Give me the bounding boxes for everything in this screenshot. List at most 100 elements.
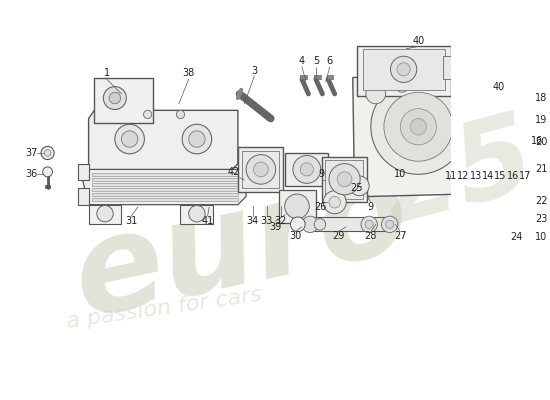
Text: 16: 16 xyxy=(507,171,519,181)
Circle shape xyxy=(491,151,527,188)
Circle shape xyxy=(254,162,268,177)
Circle shape xyxy=(397,63,410,76)
Circle shape xyxy=(498,131,519,152)
Circle shape xyxy=(500,192,517,209)
Polygon shape xyxy=(89,110,238,172)
Text: 25: 25 xyxy=(369,104,546,248)
Text: 17: 17 xyxy=(519,171,531,181)
Text: 16: 16 xyxy=(531,136,543,146)
Bar xyxy=(92,173,238,176)
Bar xyxy=(525,95,529,101)
Text: 10: 10 xyxy=(535,232,548,242)
Circle shape xyxy=(483,224,498,239)
Bar xyxy=(322,157,367,202)
Text: 40: 40 xyxy=(412,36,425,46)
Text: 40: 40 xyxy=(493,82,505,92)
Bar xyxy=(92,183,238,186)
Circle shape xyxy=(97,206,113,222)
Circle shape xyxy=(177,110,185,118)
Text: 14: 14 xyxy=(482,171,494,181)
Circle shape xyxy=(329,164,360,195)
Circle shape xyxy=(115,124,145,154)
Text: 28: 28 xyxy=(365,231,377,241)
Bar xyxy=(92,188,238,191)
Circle shape xyxy=(285,194,309,219)
Text: 4: 4 xyxy=(299,56,305,66)
Bar xyxy=(95,78,153,123)
Circle shape xyxy=(329,196,340,208)
Bar xyxy=(92,193,238,196)
Polygon shape xyxy=(353,74,476,196)
Bar xyxy=(357,46,451,96)
Text: 1: 1 xyxy=(103,68,109,78)
Bar xyxy=(314,75,321,79)
Circle shape xyxy=(382,216,398,232)
Text: 11: 11 xyxy=(445,171,458,181)
Circle shape xyxy=(109,92,120,104)
Text: 22: 22 xyxy=(535,196,548,206)
Text: 6: 6 xyxy=(327,56,333,66)
Bar xyxy=(325,160,364,199)
Circle shape xyxy=(41,146,54,160)
Polygon shape xyxy=(180,205,213,224)
Text: 42: 42 xyxy=(228,167,240,177)
Text: 20: 20 xyxy=(535,136,548,146)
Circle shape xyxy=(300,163,313,176)
Text: 12: 12 xyxy=(457,171,470,181)
Circle shape xyxy=(323,191,346,214)
Circle shape xyxy=(144,110,152,118)
Bar xyxy=(285,153,328,186)
Polygon shape xyxy=(89,205,122,224)
Bar xyxy=(327,75,333,79)
Circle shape xyxy=(497,86,520,110)
Polygon shape xyxy=(78,188,89,205)
Circle shape xyxy=(366,84,386,104)
Circle shape xyxy=(384,92,453,161)
Bar xyxy=(443,56,458,79)
Text: 5: 5 xyxy=(313,56,319,66)
Text: 33: 33 xyxy=(261,216,273,226)
Circle shape xyxy=(302,216,318,232)
Text: 32: 32 xyxy=(274,216,287,226)
Text: 15: 15 xyxy=(494,171,507,181)
Bar xyxy=(92,198,238,200)
Text: 37: 37 xyxy=(25,148,37,158)
Circle shape xyxy=(189,206,205,222)
Bar xyxy=(300,75,307,79)
Text: 36: 36 xyxy=(25,169,37,179)
Circle shape xyxy=(499,110,519,130)
Circle shape xyxy=(103,86,127,110)
Bar xyxy=(279,190,316,223)
Bar xyxy=(242,151,279,188)
Text: euro: euro xyxy=(62,148,420,343)
Text: 3: 3 xyxy=(251,66,257,76)
Circle shape xyxy=(400,109,437,145)
Circle shape xyxy=(501,211,516,226)
Text: 13: 13 xyxy=(470,171,482,181)
Circle shape xyxy=(349,176,369,196)
Text: 23: 23 xyxy=(535,214,548,224)
Circle shape xyxy=(246,155,276,184)
Text: 10: 10 xyxy=(394,168,406,178)
Bar xyxy=(362,49,444,90)
Text: 41: 41 xyxy=(201,216,214,226)
Circle shape xyxy=(45,150,51,156)
Circle shape xyxy=(314,219,326,230)
Text: a passion for cars: a passion for cars xyxy=(65,285,263,332)
Circle shape xyxy=(410,118,427,135)
Bar xyxy=(45,185,50,188)
Text: 24: 24 xyxy=(510,232,523,242)
Text: 34: 34 xyxy=(246,216,259,226)
Polygon shape xyxy=(82,170,246,205)
Circle shape xyxy=(43,167,52,177)
Circle shape xyxy=(519,227,529,237)
Circle shape xyxy=(365,220,373,228)
Polygon shape xyxy=(78,164,89,180)
Text: 29: 29 xyxy=(332,231,344,241)
Circle shape xyxy=(386,220,394,228)
Bar xyxy=(92,178,238,181)
Text: 38: 38 xyxy=(183,68,195,78)
Circle shape xyxy=(337,172,352,187)
Text: 9: 9 xyxy=(368,202,374,212)
Circle shape xyxy=(395,79,409,92)
